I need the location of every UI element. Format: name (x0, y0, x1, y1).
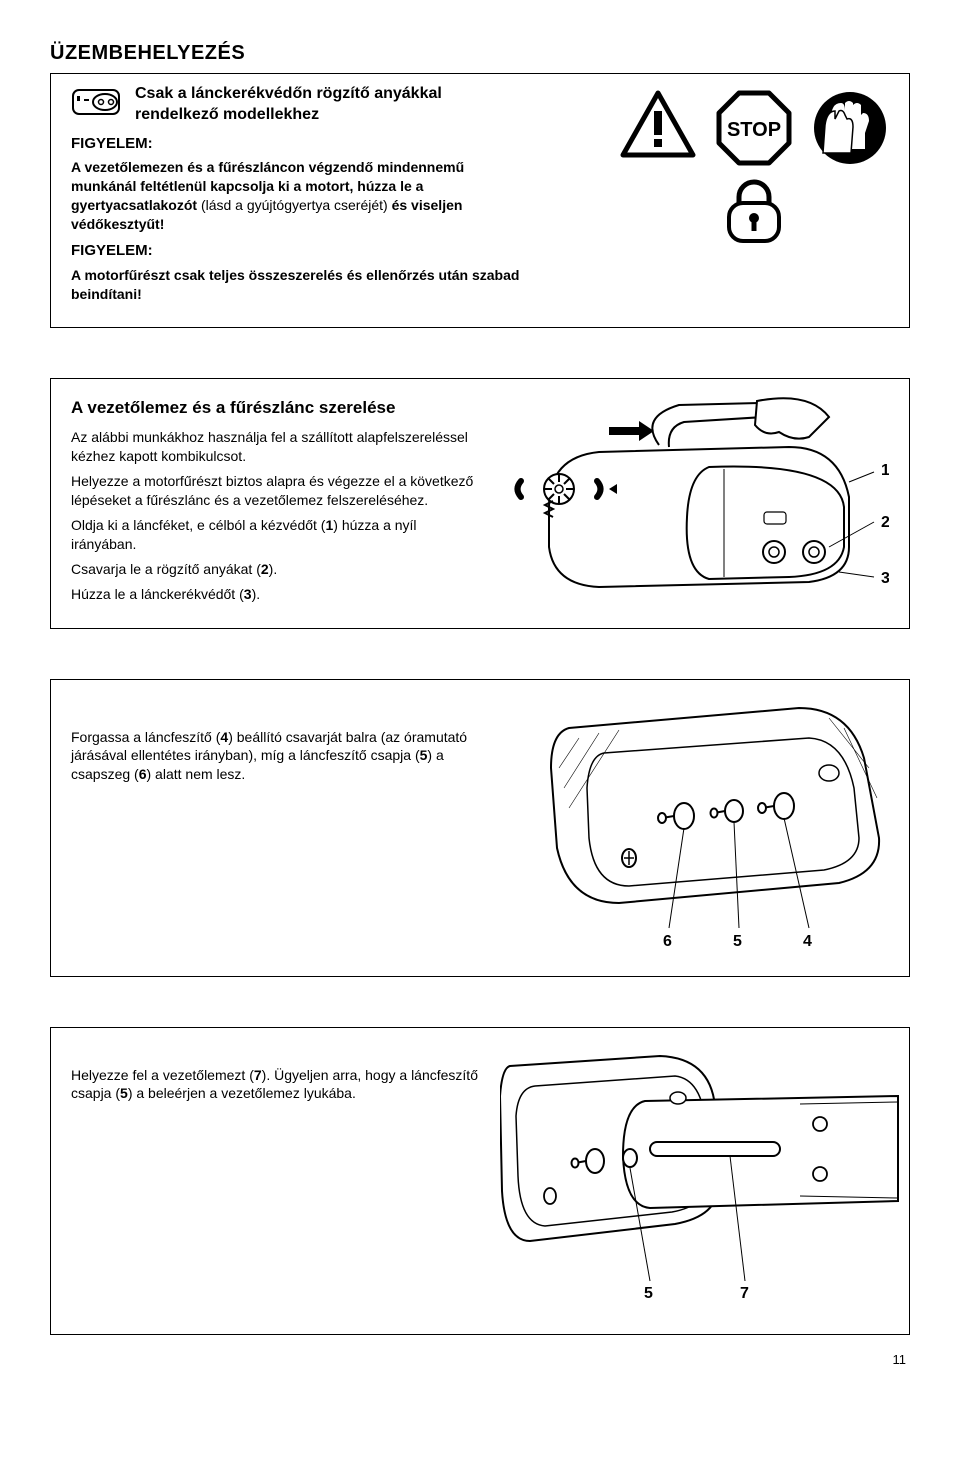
step1-p3: Oldja ki a láncféket, e célból a kézvédő… (71, 516, 480, 554)
padlock-icon (723, 177, 785, 245)
step-box-2: Forgassa a láncfeszítő (4) beállító csav… (50, 679, 910, 977)
svg-text:2: 2 (881, 514, 889, 531)
section-title: ÜZEMBEHELYEZÉS (50, 40, 910, 67)
step1-p4: Csavarja le a rögzítő anyákat (2). (71, 560, 480, 579)
svg-text:4: 4 (803, 933, 812, 950)
step2-p: Forgassa a láncfeszítő (4) beállító csav… (71, 728, 480, 785)
step3-illustration: 5 7 (500, 1046, 900, 1316)
page-number: 11 (50, 1351, 910, 1369)
figyelem-label-1: FIGYELEM: (71, 134, 531, 154)
warning-triangle-icon (619, 89, 697, 159)
svg-text:5: 5 (733, 933, 742, 950)
svg-text:1: 1 (881, 462, 889, 479)
chainsaw-small-icon (71, 84, 127, 120)
subtitle-line1: Csak a lánckerékvédőn rögzítő anyákkal (135, 85, 442, 102)
svg-text:6: 6 (663, 933, 672, 950)
gloves-icon (811, 89, 889, 167)
stop-sign-icon: STOP (715, 89, 793, 167)
subtitle-line2: rendelkező modellekhez (135, 106, 319, 123)
svg-text:5: 5 (644, 1285, 653, 1302)
step3-p: Helyezze fel a vezetőlemezt (7). Ügyelje… (71, 1066, 480, 1104)
top-warning-text: Csak a lánckerékvédőn rögzítő anyákkal r… (71, 84, 531, 303)
svg-text:3: 3 (881, 570, 889, 587)
step1-heading: A vezetőlemez és a fűrészlánc szerelése (71, 397, 480, 420)
figyelem-label-2: FIGYELEM: (71, 241, 531, 261)
step1-p2: Helyezze a motorfűrészt biztos alapra és… (71, 472, 480, 510)
warning-paragraph-1: A vezetőlemezen és a fűrészláncon végzen… (71, 158, 531, 234)
svg-text:7: 7 (740, 1285, 749, 1302)
step2-illustration: 6 5 4 (500, 698, 889, 958)
warning-box: STOP (50, 73, 910, 328)
step1-p5: Húzza le a lánckerékvédőt (3). (71, 585, 480, 604)
safety-icons-row: STOP (619, 89, 889, 245)
step-box-1: A vezetőlemez és a fűrészlánc szerelése … (50, 378, 910, 628)
step1-illustration: 1 2 3 (500, 397, 889, 609)
svg-text:STOP: STOP (727, 119, 781, 141)
warning-paragraph-2: A motorfűrészt csak teljes összeszerelés… (71, 266, 531, 304)
step1-p1: Az alábbi munkákhoz használja fel a szál… (71, 428, 480, 466)
step-box-3: Helyezze fel a vezetőlemezt (7). Ügyelje… (50, 1027, 910, 1335)
